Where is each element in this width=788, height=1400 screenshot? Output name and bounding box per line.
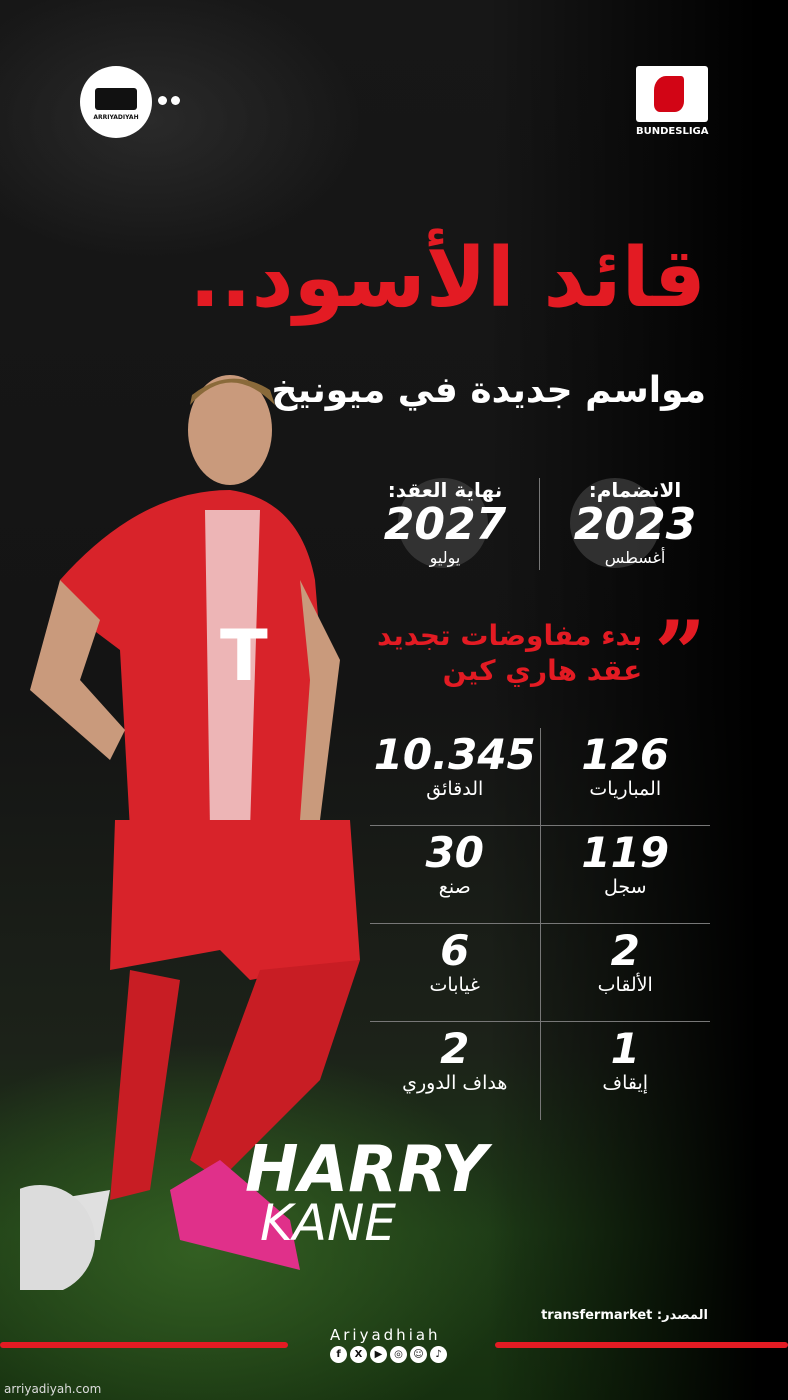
stat-label: سجل bbox=[603, 876, 647, 899]
joined-label: الانضمام: bbox=[588, 478, 682, 502]
logo-text: ARRIYADIYAH bbox=[93, 113, 139, 121]
contract-end-date: نهاية العقد: 2027 يوليو bbox=[370, 478, 520, 567]
player-image: T bbox=[20, 375, 360, 1290]
quote-mark-icon: ” bbox=[654, 601, 706, 707]
stats-row: 1 إيقاف 2 هداف الدوري bbox=[370, 1022, 710, 1120]
joined-year: 2023 bbox=[573, 499, 697, 550]
stat-assists: 30 صنع bbox=[370, 826, 540, 923]
stat-label: هداف الدوري bbox=[402, 1072, 508, 1095]
stat-label: الألقاب bbox=[597, 974, 653, 997]
headline-subtitle: مواسم جديدة في ميونيخ bbox=[271, 370, 706, 411]
youtube-icon[interactable]: ▶ bbox=[370, 1346, 387, 1363]
quote-line: عقد هاري كين bbox=[442, 654, 643, 687]
contract-end-month: يوليو bbox=[429, 548, 461, 568]
stat-value: 126 bbox=[581, 730, 670, 779]
stat-label: إيقاف bbox=[602, 1072, 649, 1095]
stat-label: المباريات bbox=[589, 778, 662, 801]
stats-grid: 126 المباريات 10.345 الدقائق 119 سجل 30 صنع … bbox=[370, 728, 710, 1120]
background-shade bbox=[488, 0, 788, 1400]
bundesliga-logo: BUNDESLIGA bbox=[636, 66, 709, 137]
stat-matches: 126 المباريات bbox=[539, 728, 711, 825]
stat-goals: 119 سجل bbox=[539, 826, 711, 923]
quote-line: بدء مفاوضات تجديد bbox=[377, 619, 643, 652]
stat-suspensions: 1 إيقاف bbox=[539, 1022, 711, 1120]
social-icons: f X ▶ ◎ ☺ ♪ bbox=[330, 1346, 447, 1363]
stat-minutes: 10.345 الدقائق bbox=[370, 728, 540, 825]
stat-label: غيابات bbox=[429, 974, 480, 997]
red-line bbox=[0, 1342, 288, 1348]
stat-titles: 2 الألقاب bbox=[539, 924, 711, 1021]
source-credit: المصدر: transfermarket bbox=[541, 1308, 708, 1323]
date-disc bbox=[398, 478, 488, 568]
contract-end-year: 2027 bbox=[383, 499, 507, 550]
stat-label: صنع bbox=[438, 876, 471, 899]
stat-value: 10.345 bbox=[373, 730, 536, 779]
logo-dots bbox=[158, 96, 180, 105]
footer-url[interactable]: arriyadiyah.com bbox=[4, 1382, 102, 1396]
stat-value: 2 bbox=[440, 1024, 470, 1073]
player-last-name: KANE bbox=[260, 1194, 396, 1252]
quote: ” بدء مفاوضات تجديد عقد هاري كين bbox=[377, 601, 706, 707]
league-name: BUNDESLIGA bbox=[636, 126, 709, 137]
stats-row: 126 المباريات 10.345 الدقائق bbox=[370, 728, 710, 826]
stat-absences: 6 غيابات bbox=[370, 924, 540, 1021]
svg-text:T: T bbox=[220, 615, 268, 697]
stat-label: الدقائق bbox=[426, 778, 484, 801]
stat-top-scorer: 2 هداف الدوري bbox=[370, 1022, 540, 1120]
stat-value: 30 bbox=[425, 828, 484, 877]
stats-row: 119 سجل 30 صنع bbox=[370, 826, 710, 924]
joined-date: الانضمام: 2023 أغسطس bbox=[560, 478, 710, 567]
stat-value: 2 bbox=[610, 926, 640, 975]
contract-end-label: نهاية العقد: bbox=[387, 478, 503, 502]
instagram-icon[interactable]: ◎ bbox=[390, 1346, 407, 1363]
snapchat-icon[interactable]: ☺ bbox=[410, 1346, 427, 1363]
stat-value: 119 bbox=[581, 828, 670, 877]
facebook-icon[interactable]: f bbox=[330, 1346, 347, 1363]
player-first-name: HARRY bbox=[245, 1133, 488, 1207]
joined-month: أغسطس bbox=[604, 548, 666, 568]
arriyadiyah-logo: ARRIYADIYAH bbox=[80, 66, 152, 138]
stats-row: 2 الألقاب 6 غيابات bbox=[370, 924, 710, 1022]
social-brand-name: Ariyadhiah bbox=[330, 1326, 441, 1344]
date-disc bbox=[570, 478, 660, 568]
x-icon[interactable]: X bbox=[350, 1346, 367, 1363]
headline-title: قائد الأسود.. bbox=[189, 231, 706, 326]
red-line bbox=[495, 1342, 788, 1348]
tiktok-icon[interactable]: ♪ bbox=[430, 1346, 447, 1363]
stat-value: 6 bbox=[440, 926, 470, 975]
divider bbox=[539, 478, 540, 570]
stat-value: 1 bbox=[610, 1024, 640, 1073]
